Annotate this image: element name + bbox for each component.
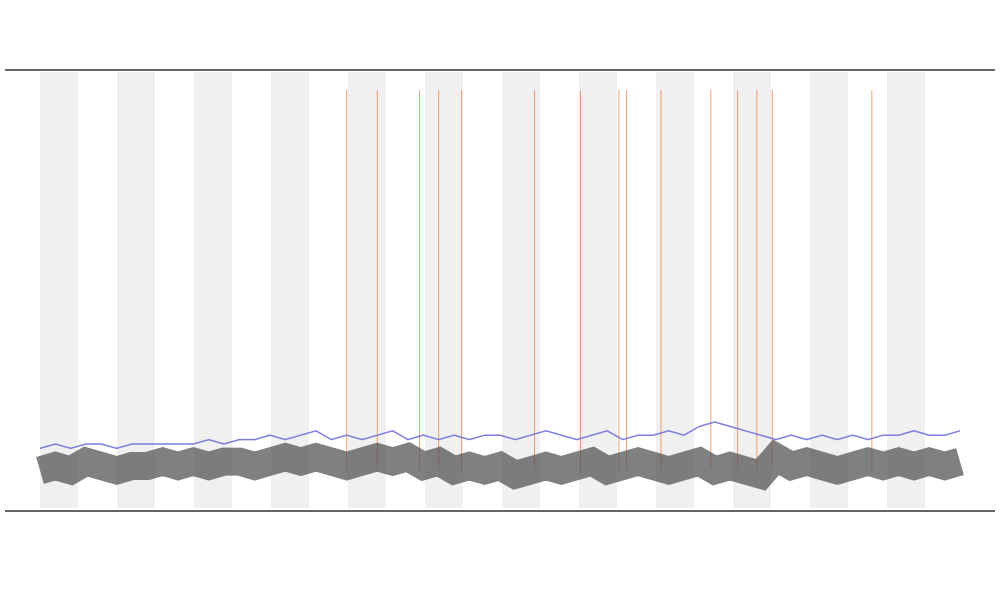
band	[579, 72, 617, 508]
band	[733, 72, 771, 508]
band	[887, 72, 925, 508]
band	[348, 72, 386, 508]
band	[425, 72, 463, 508]
series-line	[39, 421, 961, 450]
band	[40, 72, 78, 508]
band	[656, 72, 694, 508]
band	[502, 72, 540, 508]
series-band	[36, 439, 964, 491]
band	[194, 72, 232, 508]
background-bands	[40, 72, 925, 508]
band	[117, 72, 155, 508]
band	[810, 72, 848, 508]
band	[271, 72, 309, 508]
